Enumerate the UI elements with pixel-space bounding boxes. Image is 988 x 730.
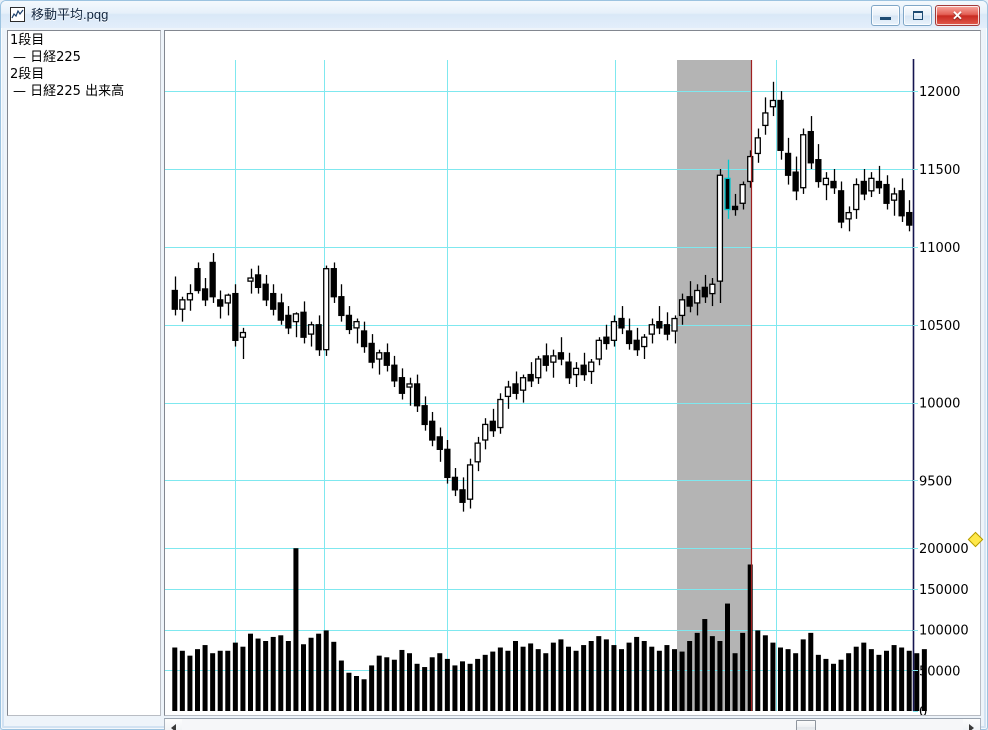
- minimize-icon: [880, 17, 891, 20]
- chart-window-icon: [10, 7, 25, 22]
- maximize-icon: [912, 11, 923, 20]
- horizontal-scrollbar[interactable]: [164, 718, 981, 730]
- svg-text:50000: 50000: [919, 664, 960, 679]
- legend-list: 1段目 — 日経225 2段目 — 日経225 出来高: [8, 31, 160, 100]
- svg-text:11000: 11000: [919, 241, 960, 256]
- legend-series-item[interactable]: — 日経225 出来高: [13, 84, 125, 99]
- close-icon: ✕: [952, 8, 963, 23]
- title-bar[interactable]: 移動平均.pqg ✕: [1, 1, 987, 28]
- window-controls: ✕: [871, 5, 980, 26]
- minimize-button[interactable]: [871, 5, 900, 26]
- chevron-left-icon: [171, 723, 176, 730]
- client-area: 1段目 — 日経225 2段目 — 日経225 出来高 12000 11500 11000…: [4, 28, 984, 730]
- close-button[interactable]: ✕: [935, 5, 980, 26]
- svg-text:11500: 11500: [919, 163, 960, 178]
- legend-group-item[interactable]: 1段目: [10, 33, 45, 48]
- svg-text:100000: 100000: [919, 624, 969, 639]
- chart-canvas[interactable]: 12000 11500 11000 10500 10000 9500 200000 15000…: [165, 31, 980, 715]
- legend-series-item[interactable]: — 日経225: [13, 50, 81, 65]
- legend-group-item[interactable]: 2段目: [10, 67, 45, 82]
- scroll-right-button[interactable]: [963, 719, 980, 730]
- svg-text:0: 0: [919, 705, 927, 715]
- scrollbar-thumb[interactable]: [796, 720, 816, 730]
- svg-text:9500: 9500: [919, 474, 952, 489]
- window-title: 移動平均.pqg: [31, 7, 109, 22]
- chart-svg: 12000 11500 11000 10500 10000 9500 200000 15000…: [165, 31, 980, 715]
- svg-text:10500: 10500: [919, 319, 960, 334]
- chevron-right-icon: [969, 723, 974, 730]
- legend-panel[interactable]: 1段目 — 日経225 2段目 — 日経225 出来高: [7, 30, 161, 716]
- svg-text:150000: 150000: [919, 583, 969, 598]
- chart-panel[interactable]: 12000 11500 11000 10500 10000 9500 200000 15000…: [164, 30, 981, 716]
- svg-text:10000: 10000: [919, 397, 960, 412]
- scrollbar-track[interactable]: [182, 719, 963, 730]
- maximize-button[interactable]: [903, 5, 932, 26]
- svg-text:12000: 12000: [919, 85, 960, 100]
- scroll-left-button[interactable]: [165, 719, 182, 730]
- svg-text:200000: 200000: [919, 542, 969, 557]
